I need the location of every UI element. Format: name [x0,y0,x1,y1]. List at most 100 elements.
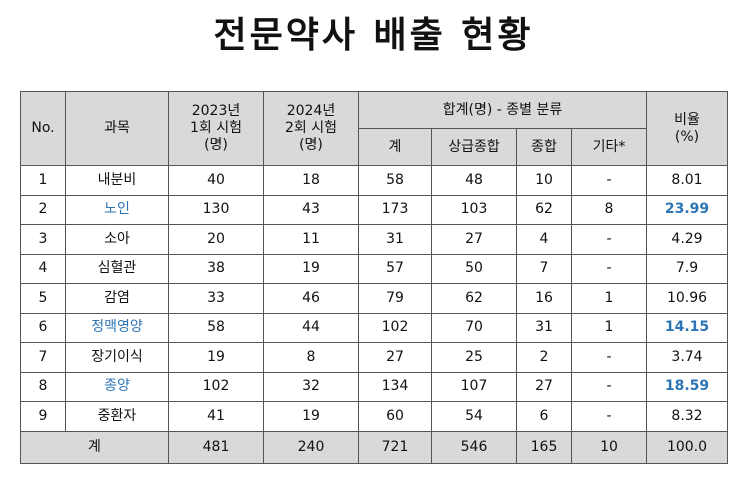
cell-other: - [571,253,647,284]
header-ratio: 비율 (%) [646,91,728,166]
cell-subject: 장기이식 [65,342,169,373]
table-row: 6 정맥영양 58 44 102 70 31 1 14.15 [20,312,728,343]
header-total-group: 합계(명) - 종별 분류 [358,91,647,129]
cell-sum: 134 [358,371,432,402]
cell-general: 62 [516,194,572,225]
cell-other: - [571,401,647,432]
table-header: No. 과목 2023년 1회 시험 (명) 2024년 2회 시험 (명) 합… [20,91,728,166]
cell-sum: 27 [358,342,432,373]
cell-no: 5 [20,283,66,314]
table-body: 1 내분비 40 18 58 48 10-8.01 2 노인 130 43 173 103 62 8 23.9… [20,165,728,432]
total-2023: 481 [168,430,264,464]
cell-sum: 173 [358,194,432,225]
cell-ratio: 18.59 [646,371,728,402]
cell-ratio: 10.96 [646,283,728,314]
cell-2023: 40 [168,165,264,196]
cell-other: - [571,342,647,373]
cell-tertiary: 25 [431,342,517,373]
total-2024: 240 [263,430,359,464]
cell-ratio: 8.01 [646,165,728,196]
cell-no: 4 [20,253,66,284]
header-ratio-line2: (%) [674,128,700,145]
table-row: 8 종양 102 32 134 107 27-18.59 [20,371,728,402]
header-no: No. [20,91,66,166]
cell-general: 2 [516,342,572,373]
cell-general: 31 [516,312,572,343]
header-general: 종합 [516,128,572,166]
cell-subject: 노인 [65,194,169,225]
cell-subject: 종양 [65,371,169,402]
total-general: 165 [516,430,572,464]
cell-sum: 79 [358,283,432,314]
header-2023-line3: (명) [204,137,228,153]
cell-ratio: 7.9 [646,253,728,284]
cell-2023: 33 [168,283,264,314]
header-2024-line2: 2회 시험 [285,120,337,136]
cell-ratio: 23.99 [646,194,728,225]
header-2024-exam: 2024년 2회 시험 (명) [263,91,359,166]
cell-tertiary: 62 [431,283,517,314]
cell-no: 1 [20,165,66,196]
table-row: 3 소아 20 11 31 27 4-4.29 [20,224,728,255]
total-tertiary: 546 [431,430,517,464]
cell-ratio: 14.15 [646,312,728,343]
cell-subject: 내분비 [65,165,169,196]
cell-no: 2 [20,194,66,225]
cell-general: 6 [516,401,572,432]
page-title: 전문약사 배출 현황 [213,15,534,56]
cell-2023: 20 [168,224,264,255]
pharmacist-stats-table: No. 과목 2023년 1회 시험 (명) 2024년 2회 시험 (명) 합… [20,91,728,464]
cell-2024: 44 [263,312,359,343]
cell-ratio: 8.32 [646,401,728,432]
cell-2024: 46 [263,283,359,314]
cell-2023: 38 [168,253,264,284]
cell-subject: 중환자 [65,401,169,432]
total-label: 계 [20,430,169,464]
cell-tertiary: 70 [431,312,517,343]
header-2023-exam: 2023년 1회 시험 (명) [168,91,264,166]
cell-no: 6 [20,312,66,343]
header-2024-line1: 2024년 [286,103,336,119]
cell-other: - [571,224,647,255]
table-row: 1 내분비 40 18 58 48 10-8.01 [20,165,728,196]
cell-other: 8 [571,194,647,225]
cell-other: 1 [571,312,647,343]
cell-general: 16 [516,283,572,314]
total-sum: 721 [358,430,432,464]
cell-no: 9 [20,401,66,432]
cell-tertiary: 107 [431,371,517,402]
cell-sum: 60 [358,401,432,432]
cell-sum: 102 [358,312,432,343]
table-row: 5 감염 33 46 79 62 16 1 10.96 [20,283,728,314]
cell-subject: 감염 [65,283,169,314]
cell-2024: 43 [263,194,359,225]
cell-general: 4 [516,224,572,255]
table-row: 9 중환자 41 19 60 54 6-8.32 [20,401,728,432]
cell-subject: 정맥영양 [65,312,169,343]
cell-tertiary: 27 [431,224,517,255]
header-sum: 계 [358,128,432,166]
cell-tertiary: 103 [431,194,517,225]
header-tertiary: 상급종합 [431,128,517,166]
cell-2023: 58 [168,312,264,343]
cell-2023: 41 [168,401,264,432]
cell-general: 27 [516,371,572,402]
header-2023-line1: 2023년 [191,103,241,119]
cell-2024: 11 [263,224,359,255]
cell-tertiary: 48 [431,165,517,196]
cell-other: - [571,371,647,402]
cell-subject: 심혈관 [65,253,169,284]
cell-ratio: 3.74 [646,342,728,373]
cell-sum: 57 [358,253,432,284]
cell-no: 8 [20,371,66,402]
cell-no: 7 [20,342,66,373]
cell-other: 1 [571,283,647,314]
header-subject: 과목 [65,91,169,166]
total-row: 계 481 240 721 546 165 10 100.0 [20,430,728,464]
table-row: 4 심혈관 38 19 57 50 7-7.9 [20,253,728,284]
cell-2024: 19 [263,253,359,284]
cell-2024: 18 [263,165,359,196]
table-row: 2 노인 130 43 173 103 62 8 23.99 [20,194,728,225]
total-ratio: 100.0 [646,430,728,464]
cell-2024: 32 [263,371,359,402]
